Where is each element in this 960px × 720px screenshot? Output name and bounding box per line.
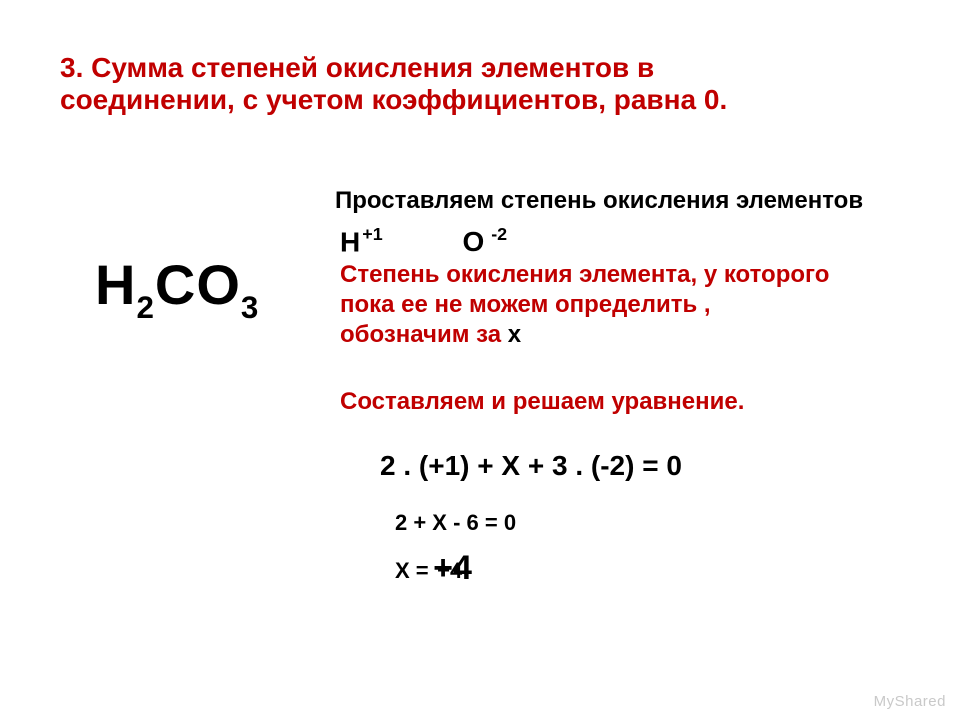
equation-result: X = +4 +4 bbox=[395, 558, 462, 584]
known-h-symbol: H bbox=[340, 226, 360, 257]
chemical-formula: H2CO3 bbox=[95, 252, 259, 324]
step-2-x-mark: x bbox=[508, 321, 520, 348]
formula-element-o: O bbox=[196, 253, 241, 316]
step-3-text: Составляем и решаем уравнение. bbox=[340, 388, 744, 416]
equation-simplified: 2 + X - 6 = 0 bbox=[395, 510, 516, 536]
rule-line-1: 3. Сумма степеней окисления элементов в bbox=[60, 52, 890, 84]
formula-element-c: C bbox=[155, 253, 196, 316]
step-1-text: Проставляем степень окисления элементов bbox=[335, 187, 863, 215]
rule-line-2: соединении, с учетом коэффициентов, равн… bbox=[60, 84, 890, 116]
formula-element-h: H bbox=[95, 253, 136, 316]
known-o-ox: -2 bbox=[486, 224, 507, 244]
equation-main: 2 . (+1) + X + 3 . (-2) = 0 bbox=[380, 450, 682, 482]
formula-sub-3: 3 bbox=[241, 290, 259, 325]
known-o-symbol: O bbox=[462, 226, 484, 257]
step-2-line-2: пока ее не можем определить , bbox=[340, 291, 711, 318]
known-oxidation-states: H+1 O -2 bbox=[340, 225, 507, 258]
known-h-ox: +1 bbox=[362, 224, 382, 244]
step-2-line-1: Степень окисления элемента, у которого bbox=[340, 261, 829, 288]
formula-sub-2: 2 bbox=[136, 290, 154, 325]
rule-statement: 3. Сумма степеней окисления элементов в … bbox=[60, 52, 890, 116]
step-2-text: Степень окисления элемента, у которого п… bbox=[340, 260, 900, 350]
watermark: MyShared bbox=[874, 693, 946, 710]
result-front-value: +4 bbox=[433, 549, 472, 588]
result-label: X = bbox=[395, 558, 429, 584]
step-2-line-3-pre: обозначим за bbox=[340, 321, 508, 348]
